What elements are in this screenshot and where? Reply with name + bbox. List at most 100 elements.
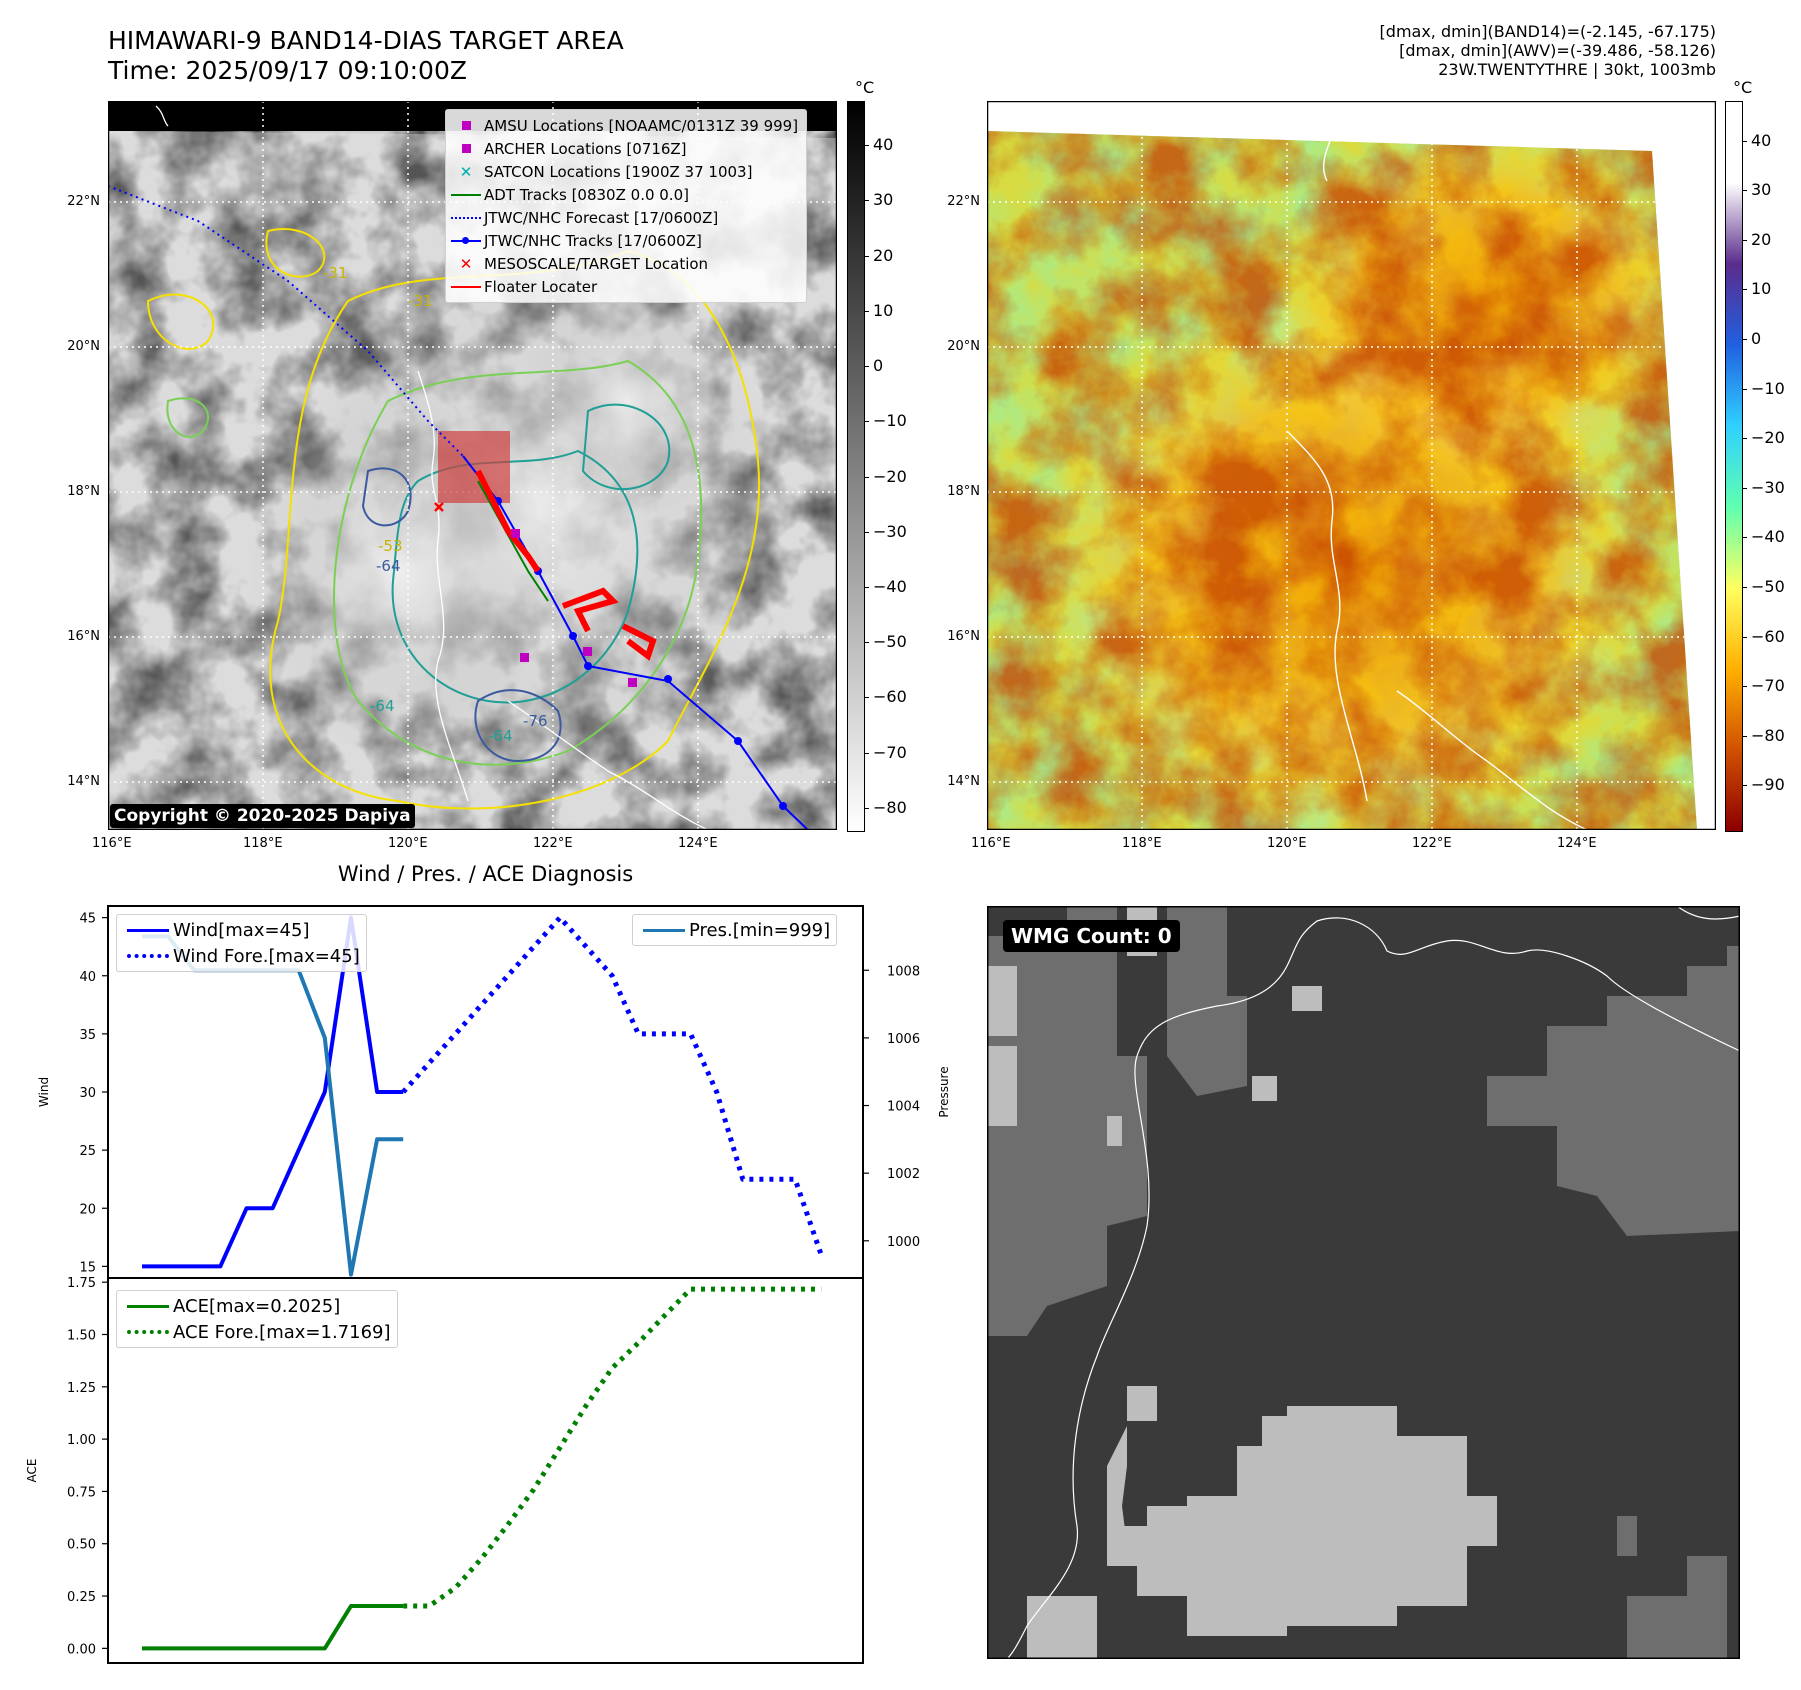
awv-colorbar-ticks: 40 30 20 10 0 −10 −20 −30 −40 −50 −60 −70 −80 −90 <box>1742 101 1796 830</box>
info-line-1: [dmax, dmin](BAND14)=(-2.145, -67.175) <box>1379 22 1716 41</box>
awv-lon-axis: 116°E 118°E 120°E 122°E 124°E <box>971 836 1716 856</box>
colorbar-tick-mark <box>1742 239 1747 241</box>
lat-tick: 22°N <box>67 194 100 209</box>
legend-item-satcon: ✕ SATCON Locations [1900Z 37 1003] <box>448 160 798 183</box>
legend-item-ace-fore: ACE Fore.[max=1.7169] <box>123 1319 391 1345</box>
awv-map-image <box>986 100 1717 831</box>
pressure-line <box>142 934 404 1277</box>
lat-tick: 14°N <box>67 774 100 789</box>
diagnosis-chart: 15 20 25 30 35 40 45 0.00 0.25 0.50 0.75 1.00 1.25 1.… <box>25 905 951 1664</box>
colorbar-tick-label: −40 <box>873 577 907 596</box>
colorbar-tick-label: −10 <box>1751 378 1785 398</box>
legend-item-ace: ACE[max=0.2025] <box>123 1293 391 1319</box>
colorbar-tick-label: −60 <box>873 687 907 707</box>
colorbar-tick-label: 10 <box>1751 279 1772 299</box>
ace-axis-tick-label: 0.75 <box>67 1485 96 1500</box>
square-marker-icon <box>461 121 471 130</box>
floater-locater <box>475 469 657 661</box>
wind-axis-tick-label: 25 <box>79 1144 96 1159</box>
mesoscale-target-marker <box>434 502 444 512</box>
diagnostic-info: [dmax, dmin](BAND14)=(-2.145, -67.175) [… <box>1380 22 1716 79</box>
line-marker-icon <box>451 285 481 288</box>
colorbar-tick-mark <box>864 642 869 644</box>
colorbar-tick-label: −90 <box>1751 775 1785 795</box>
square-marker-icon <box>461 144 471 153</box>
colorbar-tick-mark <box>864 310 869 312</box>
colorbar-tick-label: −50 <box>1751 577 1785 596</box>
ir-lat-axis: 22°N 20°N 18°N 16°N 14°N <box>40 101 104 830</box>
pressure-legend: Pres.[min=999] <box>632 914 838 946</box>
wind-axis-tick-label: 30 <box>79 1086 96 1101</box>
colorbar-tick-mark <box>1742 438 1747 440</box>
colorbar-tick-mark <box>864 531 869 533</box>
wind-legend: Wind[max=45] Wind Fore.[max=45] <box>116 914 367 972</box>
colorbar-tick-label: −20 <box>873 466 907 486</box>
awv-map-panel <box>986 100 1717 831</box>
colorbar-tick-mark <box>1742 686 1747 688</box>
ace-line <box>142 1604 404 1651</box>
pressure-axis-tick-label: 1006 <box>887 1032 920 1047</box>
colorbar-tick-label: 10 <box>873 300 894 320</box>
info-line-2: [dmax, dmin](AWV)=(-39.486, -58.126) <box>1399 41 1716 60</box>
ace-panel-frame <box>107 1277 864 1664</box>
colorbar-tick-label: 0 <box>1751 329 1762 349</box>
x-marker-icon: ✕ <box>459 162 473 181</box>
colorbar-tick-mark <box>864 807 869 809</box>
contour-label: -76 <box>523 712 548 730</box>
contour-label: -31 <box>408 292 433 310</box>
legend-item-wind-fore: Wind Fore.[max=45] <box>123 943 360 969</box>
colorbar-tick-mark <box>1742 636 1747 638</box>
colorbar-tick-mark <box>1742 140 1747 142</box>
legend-label: ARCHER Locations [0716Z] <box>484 139 687 158</box>
colorbar-tick-mark <box>1742 785 1747 787</box>
wind-axis-label: Wind <box>37 1077 51 1107</box>
colorbar-tick-label: 30 <box>1751 180 1772 200</box>
lat-tick: 22°N <box>947 194 980 209</box>
colorbar-tick-label: −30 <box>1751 477 1785 497</box>
lat-tick: 16°N <box>67 629 100 644</box>
pressure-axis-tick-label: 1004 <box>887 1100 920 1115</box>
wind-axis-tick-label: 40 <box>79 970 96 985</box>
colorbar-tick-mark <box>1742 289 1747 291</box>
line-marker-icon <box>643 928 685 932</box>
ir-lon-axis: 116°E 118°E 120°E 122°E 124°E <box>92 836 837 856</box>
legend-label: Wind Fore.[max=45] <box>173 945 360 967</box>
legend-item-pres: Pres.[min=999] <box>639 917 830 943</box>
colorbar-tick-label: −70 <box>873 742 907 762</box>
legend-label: JTWC/NHC Forecast [17/0600Z] <box>484 208 719 227</box>
lon-tick: 124°E <box>1557 836 1597 851</box>
target-area-box <box>438 431 510 503</box>
awv-colorbar-unit: °C <box>1733 78 1753 97</box>
lat-tick: 16°N <box>947 629 980 644</box>
info-line-3: 23W.TWENTYTHRE | 30kt, 1003mb <box>1438 60 1716 79</box>
awv-lat-axis: 22°N 20°N 18°N 16°N 14°N <box>920 101 984 830</box>
ir-colorbar-unit: °C <box>855 78 875 97</box>
lon-tick: 120°E <box>1267 836 1307 851</box>
colorbar-tick-mark <box>1742 537 1747 539</box>
colorbar-tick-label: 0 <box>873 356 884 376</box>
legend-item-archer: ARCHER Locations [0716Z] <box>448 137 798 160</box>
colorbar-tick-mark <box>1742 587 1747 588</box>
colorbar-tick-mark <box>1742 190 1747 192</box>
contour-label: -64 <box>488 727 513 745</box>
legend-label: MESOSCALE/TARGET Location <box>484 254 709 273</box>
colorbar-tick-mark <box>864 200 869 202</box>
legend-label: ADT Tracks [0830Z 0.0 0.0] <box>484 185 689 204</box>
contour-label: -64 <box>370 697 395 715</box>
pressure-axis-tick-label: 1008 <box>887 964 920 979</box>
legend-label: AMSU Locations [NOAAMC/0131Z 39 999] <box>484 116 799 135</box>
legend-item-jtwc-tracks: JTWC/NHC Tracks [17/0600Z] <box>448 229 798 252</box>
colorbar-tick-mark <box>864 587 869 588</box>
colorbar-tick-label: −70 <box>1751 676 1785 696</box>
ace-axis-tick-label: 0.50 <box>67 1538 96 1553</box>
colorbar-tick-label: 40 <box>873 135 894 155</box>
colorbar-tick-label: −80 <box>873 797 907 817</box>
legend-label: Pres.[min=999] <box>689 919 831 941</box>
colorbar-tick-label: −50 <box>873 632 907 652</box>
figure-title: HIMAWARI-9 BAND14-DIAS TARGET AREA Time:… <box>108 26 624 86</box>
legend-item-jtwc-forecast: JTWC/NHC Forecast [17/0600Z] <box>448 206 798 229</box>
lon-tick: 122°E <box>1412 836 1452 851</box>
pressure-axis-label: Pressure <box>937 1066 951 1117</box>
colorbar-tick-label: −40 <box>1751 527 1785 547</box>
pressure-axis-tick-label: 1000 <box>887 1235 920 1250</box>
